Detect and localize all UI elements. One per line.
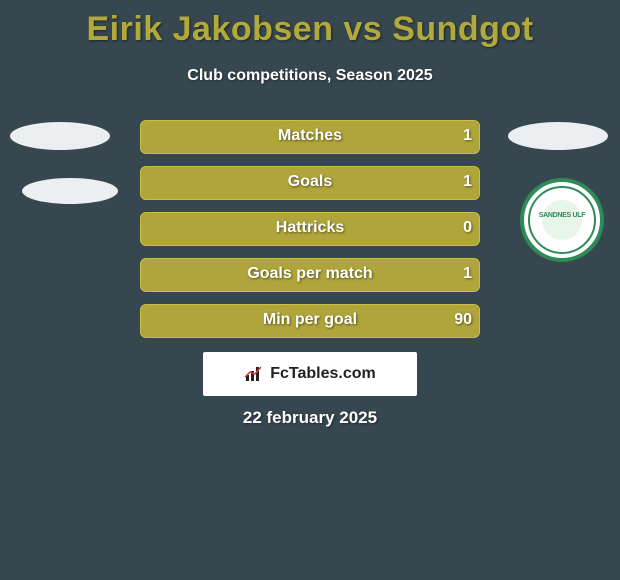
- stat-label: Min per goal: [263, 311, 357, 329]
- stat-right-value: 90: [454, 311, 472, 329]
- stat-right-value: 1: [463, 173, 472, 191]
- table-row: Goals per match 1: [0, 258, 620, 292]
- table-row: Min per goal 90: [0, 304, 620, 338]
- stat-label: Hattricks: [276, 219, 344, 237]
- fctables-badge: FcTables.com: [203, 352, 417, 396]
- stat-label: Goals: [288, 173, 332, 191]
- stats-table: Matches 1 Goals 1 Hattricks 0 Goals per …: [0, 120, 620, 350]
- table-row: Hattricks 0: [0, 212, 620, 246]
- stat-right-value: 1: [463, 265, 472, 283]
- stat-label: Matches: [278, 127, 342, 145]
- table-row: Matches 1: [0, 120, 620, 154]
- stat-right-value: 1: [463, 127, 472, 145]
- table-row: Goals 1: [0, 166, 620, 200]
- stat-right-value: 0: [463, 219, 472, 237]
- page-title: Eirik Jakobsen vs Sundgot: [0, 0, 620, 49]
- stat-label: Goals per match: [247, 265, 372, 283]
- bar-chart-icon: [244, 365, 264, 383]
- date-label: 22 february 2025: [0, 408, 620, 428]
- fctables-text: FcTables.com: [270, 365, 376, 383]
- subtitle: Club competitions, Season 2025: [0, 67, 620, 85]
